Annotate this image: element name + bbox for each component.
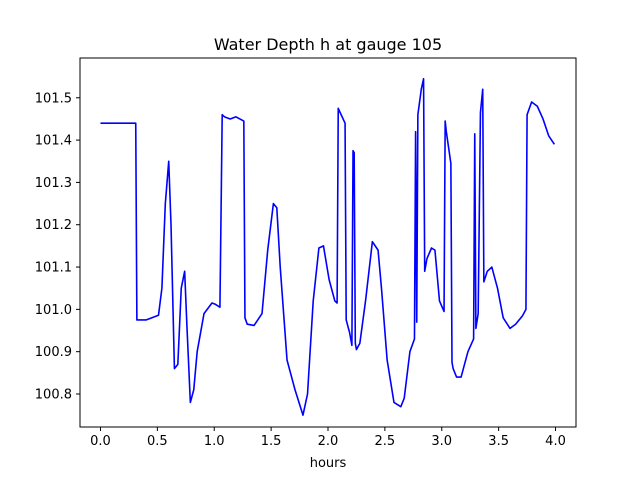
x-tick-label: 3.5 — [488, 434, 509, 449]
x-tick-label: 4.0 — [545, 434, 566, 449]
x-axis-label: hours — [310, 456, 347, 471]
x-tick-label: 3.0 — [431, 434, 452, 449]
plot-area: 0.0 0.5 1.0 1.5 2.0 2.5 3.0 3.5 4.0 100.8 100.9 101… — [35, 57, 577, 449]
y-tick-label: 100.9 — [35, 345, 72, 360]
y-tick-label: 100.8 — [35, 387, 72, 402]
y-tick-label: 101.0 — [35, 303, 72, 318]
series-line-0 — [100, 77, 556, 416]
y-tick-label: 101.5 — [35, 91, 72, 106]
y-tick-label: 101.4 — [35, 134, 72, 149]
x-tick-label: 0.5 — [147, 434, 168, 449]
x-tick-label: 0.0 — [90, 434, 111, 449]
x-tick-label: 1.5 — [261, 434, 282, 449]
y-tick-label: 101.2 — [35, 218, 72, 233]
x-tick-label: 2.5 — [375, 434, 396, 449]
chart-title: Water Depth h at gauge 105 — [214, 35, 442, 54]
y-tick-label: 101.3 — [35, 176, 72, 191]
y-tick-label: 101.1 — [35, 261, 72, 276]
x-tick-label: 2.0 — [318, 434, 339, 449]
x-tick-label: 1.0 — [204, 434, 225, 449]
